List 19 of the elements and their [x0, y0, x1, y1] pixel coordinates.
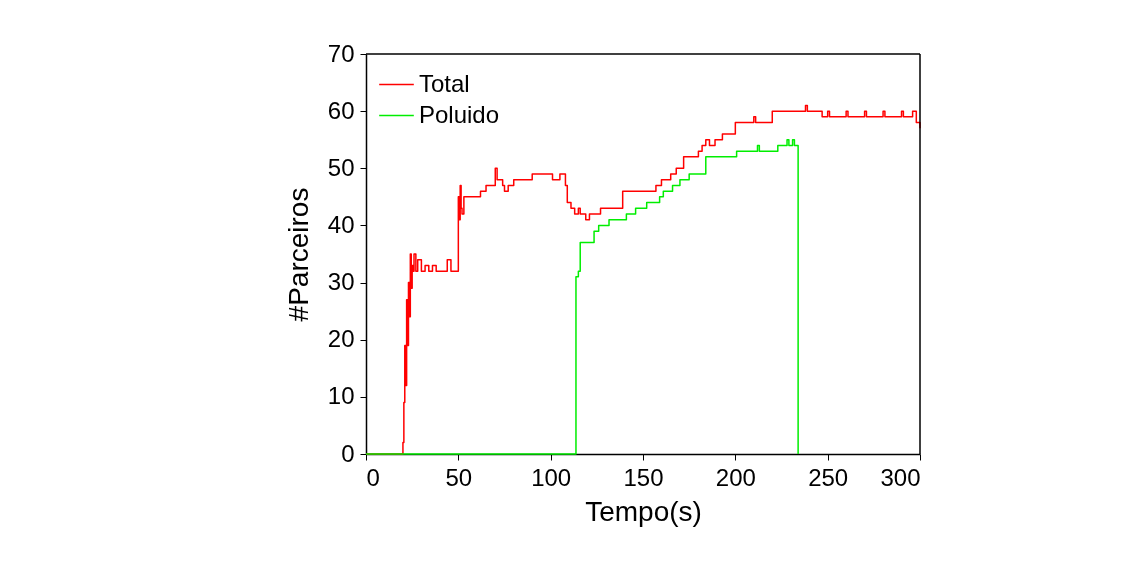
x-tick-label: 50	[445, 463, 473, 491]
y-tick-label: 40	[327, 210, 355, 238]
x-tick-label: 150	[623, 463, 664, 491]
x-tick-label: 200	[715, 463, 756, 491]
y-tick-label: 20	[327, 325, 355, 353]
legend-label: Poluido	[419, 100, 500, 128]
y-tick-label: 60	[327, 96, 355, 124]
x-tick-label: 100	[531, 463, 572, 491]
x-tick-label: 0	[366, 463, 380, 491]
legend-label: Total	[419, 69, 470, 97]
y-axis-title: #Parceiros	[282, 187, 314, 322]
y-tick-label: 70	[327, 39, 355, 67]
y-tick-label: 50	[327, 153, 355, 181]
x-axis-title: Tempo(s)	[585, 495, 702, 527]
x-tick-label: 300	[880, 463, 921, 491]
y-tick-label: 30	[327, 268, 355, 296]
y-tick-label: 0	[341, 439, 355, 467]
y-tick-label: 10	[327, 382, 355, 410]
x-tick-label: 250	[808, 463, 849, 491]
